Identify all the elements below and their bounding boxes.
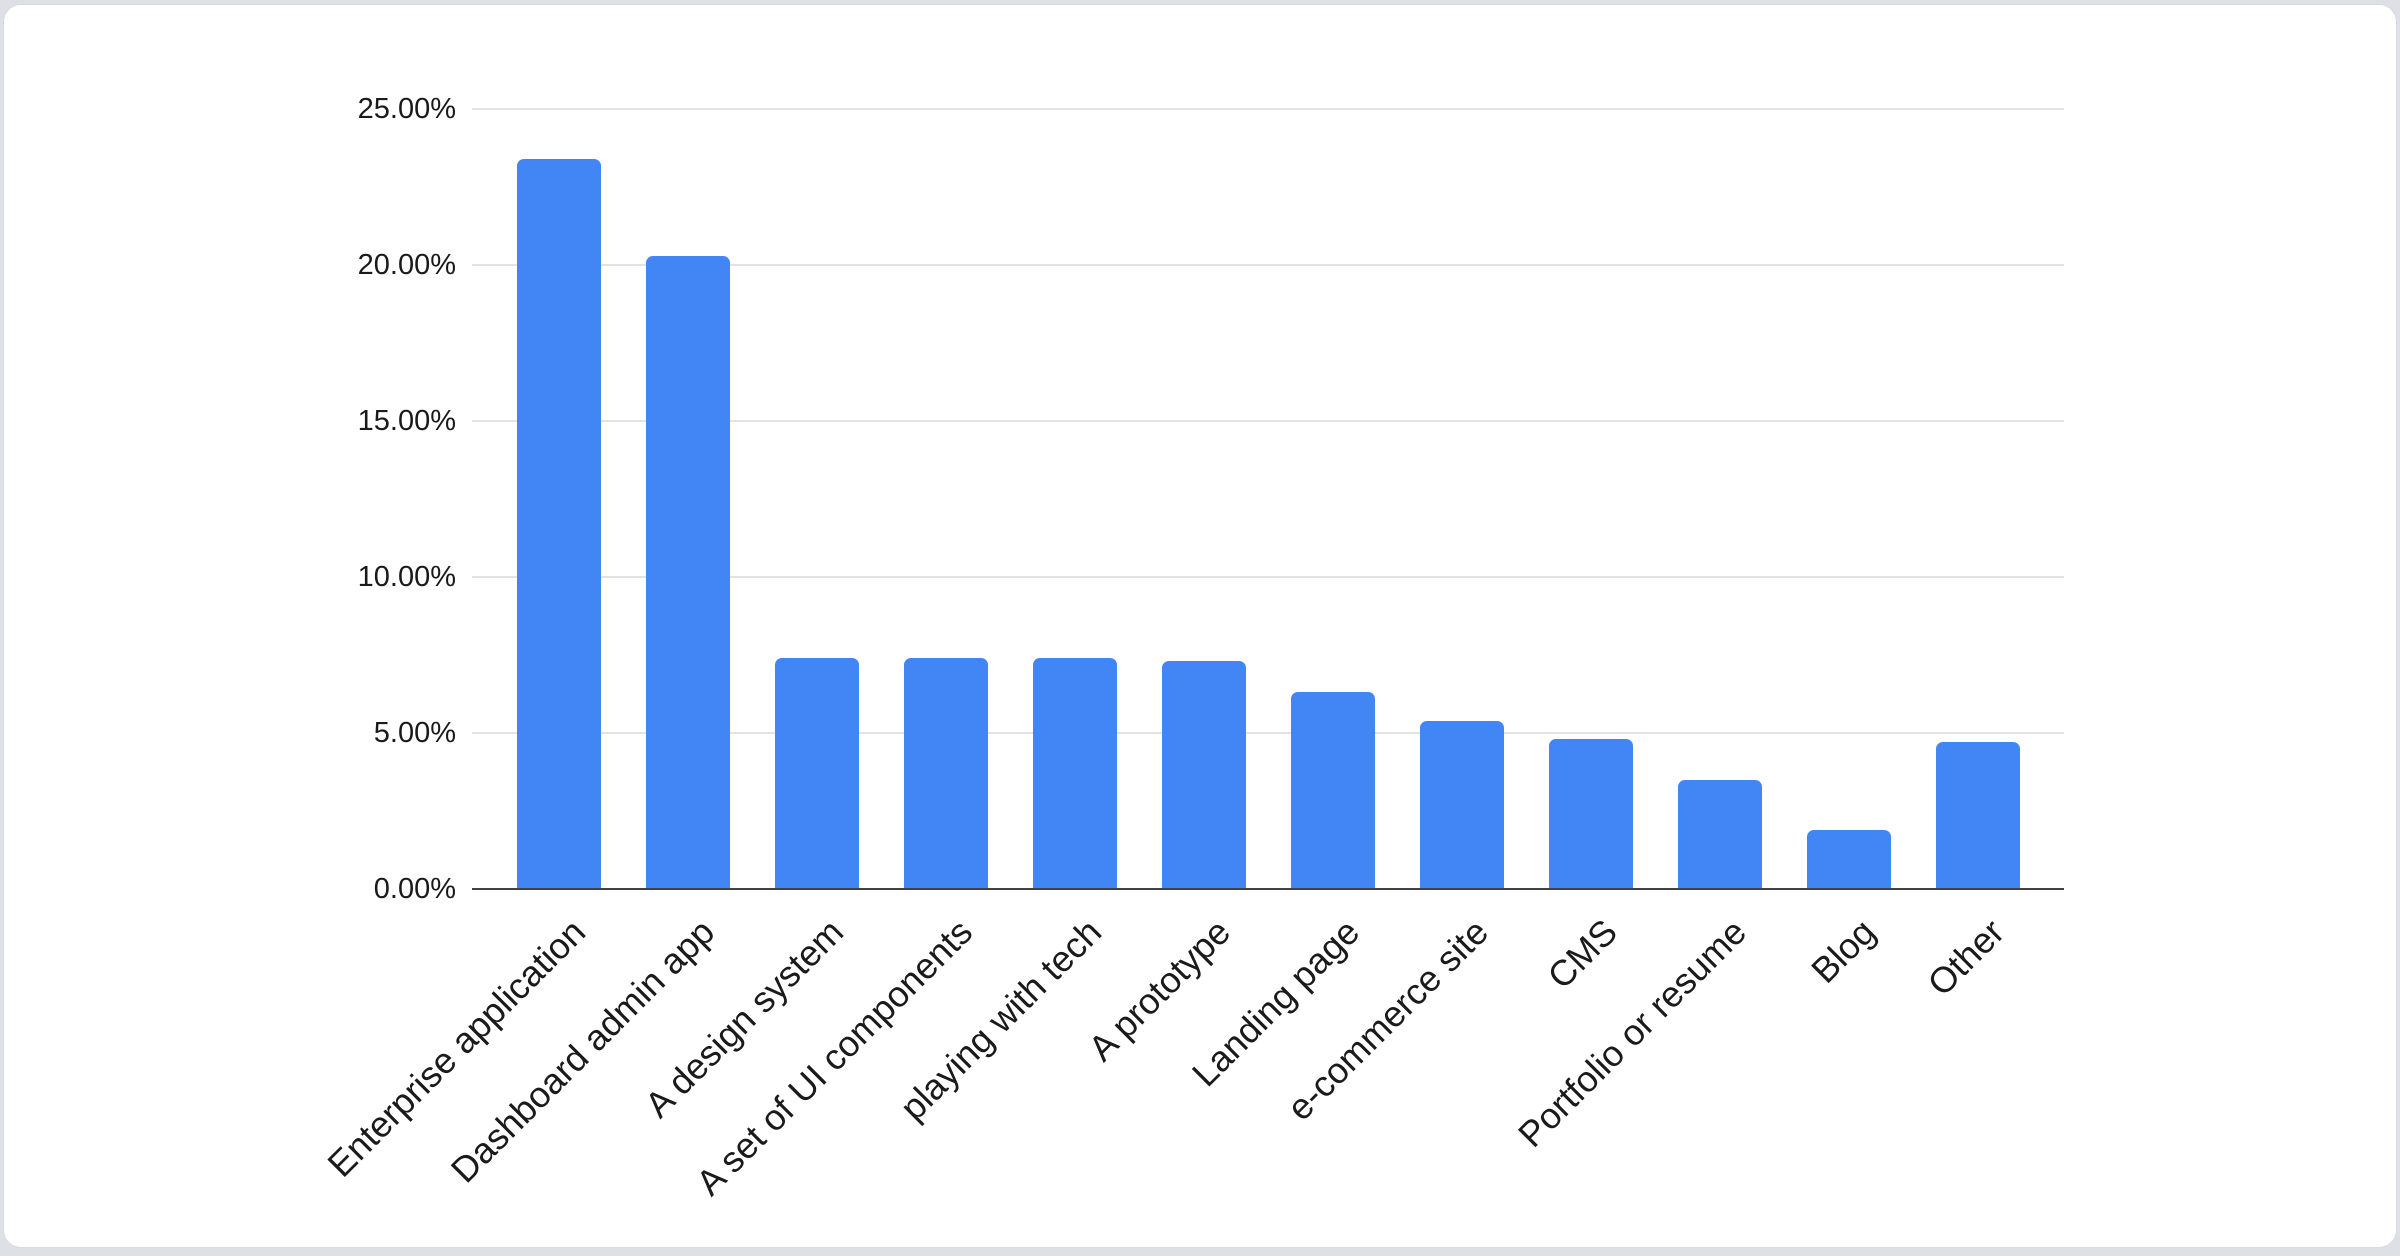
bar-chart: 0.00% 5.00% 10.00% 15.00% 20.00% 25.00% Enterp… [4, 5, 2396, 1247]
bar-playing-with-tech [1033, 658, 1117, 889]
y-axis-tick-label: 15.00% [357, 405, 456, 437]
y-axis-tick-label: 10.00% [357, 561, 456, 593]
bar-portfolio-or-resume [1678, 779, 1762, 889]
x-axis-category-label-enterprise-application: Enterprise application [319, 911, 593, 1185]
bar-landing-page [1291, 692, 1375, 889]
y-axis-tick-label: 5.00% [373, 717, 456, 749]
y-axis-tick-label: 25.00% [357, 93, 456, 125]
bar-a-set-of-ui-components [904, 658, 988, 889]
chart-card: 0.00% 5.00% 10.00% 15.00% 20.00% 25.00% Enterp… [3, 4, 2397, 1248]
bar-enterprise-application [517, 158, 601, 889]
gridline-25-percent [472, 108, 2064, 110]
gridline-5-percent [472, 732, 2064, 734]
bar-a-prototype [1162, 661, 1246, 889]
gridline-20-percent [472, 264, 2064, 266]
x-axis-line [472, 888, 2064, 890]
x-axis-category-label-cms: CMS [1539, 911, 1625, 997]
y-axis-tick-label: 0.00% [373, 873, 456, 905]
bar-other [1936, 742, 2020, 889]
bar-dashboard-admin-app [646, 255, 730, 889]
y-axis-tick-label: 20.00% [357, 249, 456, 281]
bar-blog [1807, 829, 1891, 889]
bar-a-design-system [775, 658, 859, 889]
x-axis-category-label-blog: Blog [1803, 911, 1883, 991]
bar-cms [1549, 739, 1633, 889]
x-axis-category-label-other: Other [1919, 911, 2012, 1004]
x-axis-category-label-portfolio-or-resume: Portfolio or resume [1509, 911, 1754, 1156]
bar-e-commerce-site [1420, 720, 1504, 889]
gridline-10-percent [472, 576, 2064, 578]
gridline-15-percent [472, 420, 2064, 422]
